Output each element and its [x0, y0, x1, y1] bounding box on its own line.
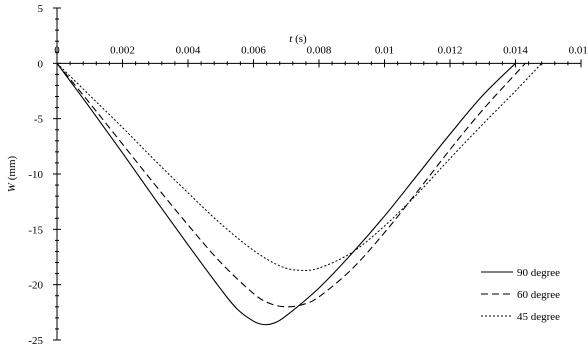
- x-tick-label: 0.014: [503, 44, 528, 56]
- y-tick-label: -25: [28, 335, 43, 347]
- y-tick-label: -5: [34, 114, 44, 126]
- legend-label: 60 degree: [517, 289, 560, 301]
- ticks-layer: [53, 7, 582, 341]
- x-axis-title-var: t: [289, 33, 293, 45]
- x-tick-label: 0.008: [307, 44, 332, 56]
- legend-label: 90 degree: [517, 267, 560, 279]
- axes-layer: [56, 8, 581, 340]
- labels-layer: 0 0.002 0.004 0.006 0.008 0.01 0.012 0.014 0.016…: [28, 3, 588, 347]
- x-tick-label: 0.01: [375, 44, 394, 56]
- series-line-45-degree: [56, 62, 543, 272]
- x-tick-label: 0.002: [110, 44, 135, 56]
- x-tick-label: 0.006: [241, 44, 266, 56]
- y-tick-label: -15: [28, 224, 43, 236]
- x-tick-label: 0.012: [438, 44, 463, 56]
- y-tick-label: -10: [28, 169, 43, 181]
- x-tick-label: 0.016: [569, 44, 588, 56]
- series-layer: [56, 62, 543, 326]
- x-axis-title: t (s): [289, 33, 307, 45]
- series-line-90-degree: [56, 62, 516, 326]
- legend: 90 degree 60 degree 45 degree: [481, 267, 560, 323]
- series-line-60-degree: [56, 62, 526, 308]
- y-tick-label: 0: [38, 58, 44, 70]
- legend-label: 45 degree: [517, 311, 560, 323]
- y-axis-title-var: W: [6, 182, 18, 192]
- y-axis-title: W (mm): [6, 155, 18, 192]
- x-axis-title-unit: (s): [295, 33, 307, 45]
- x-tick-label: 0.004: [176, 44, 201, 56]
- y-axis-title-unit: (mm): [6, 155, 18, 180]
- y-tick-label: -20: [28, 280, 43, 292]
- x-tick-label: 0: [54, 44, 60, 56]
- y-tick-label: 5: [38, 3, 44, 15]
